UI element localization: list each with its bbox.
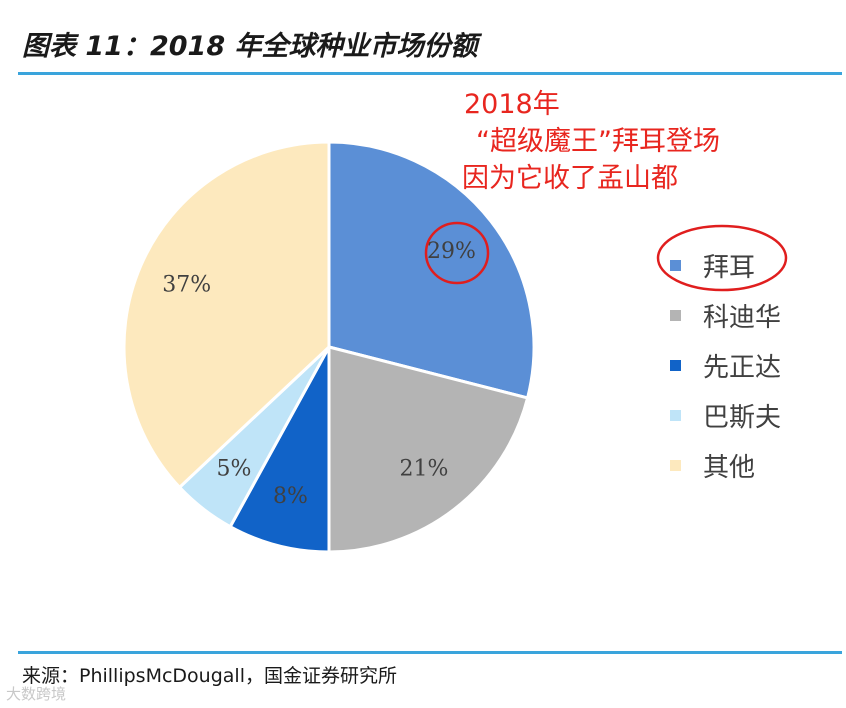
legend-swatch (670, 259, 681, 271)
pie-slice (122, 140, 331, 489)
legend-swatch (670, 459, 681, 471)
chart-legend: 拜耳 科迪华 先正达 巴斯夫 其他 (670, 240, 781, 490)
legend-label: 拜耳 (703, 252, 756, 283)
annotation-line-2: “超级魔王”拜耳登场 (476, 126, 720, 157)
pie-slice-label: 37% (162, 272, 211, 297)
source-note: 来源：PhillipsMcDougall，国金证券研究所 (22, 665, 397, 687)
source-divider (18, 651, 842, 654)
pie-slice (228, 345, 331, 554)
annotation-text: 2018年 “超级魔王”拜耳登场 因为它收了孟山都 (440, 86, 840, 197)
title-divider (18, 72, 842, 75)
legend-swatch (670, 309, 681, 321)
annotation-line-3: 因为它收了孟山都 (462, 163, 678, 194)
legend-swatch (670, 359, 681, 371)
pie-slice-label: 5% (217, 457, 252, 482)
highlight-circle-legend (656, 224, 788, 292)
chart-title: 图表 11：2018 年全球种业市场份额 (22, 31, 478, 62)
highlight-circle-slice (424, 221, 490, 285)
legend-label: 先正达 (703, 352, 782, 383)
pie-slice-labels: 29% 21% 8% 5% 37% (162, 239, 476, 509)
legend-item: 巴斯夫 (670, 390, 781, 440)
annotation-line-1: 2018年 (464, 89, 560, 120)
pie-slice-label: 21% (400, 457, 449, 482)
pie-slice-label: 29% (427, 239, 476, 264)
pie-slices (122, 140, 536, 554)
pie-slice (327, 345, 530, 554)
legend-item: 其他 (670, 440, 781, 490)
pie-slice-label: 8% (273, 484, 308, 509)
legend-item: 拜耳 (670, 240, 781, 290)
legend-label: 科迪华 (703, 302, 782, 333)
legend-label: 其他 (703, 452, 756, 483)
legend-label: 巴斯夫 (703, 402, 782, 433)
legend-item: 科迪华 (670, 290, 781, 340)
watermark-text: 大数跨境 (6, 685, 67, 703)
legend-swatch (670, 409, 681, 421)
legend-item: 先正达 (670, 340, 781, 390)
